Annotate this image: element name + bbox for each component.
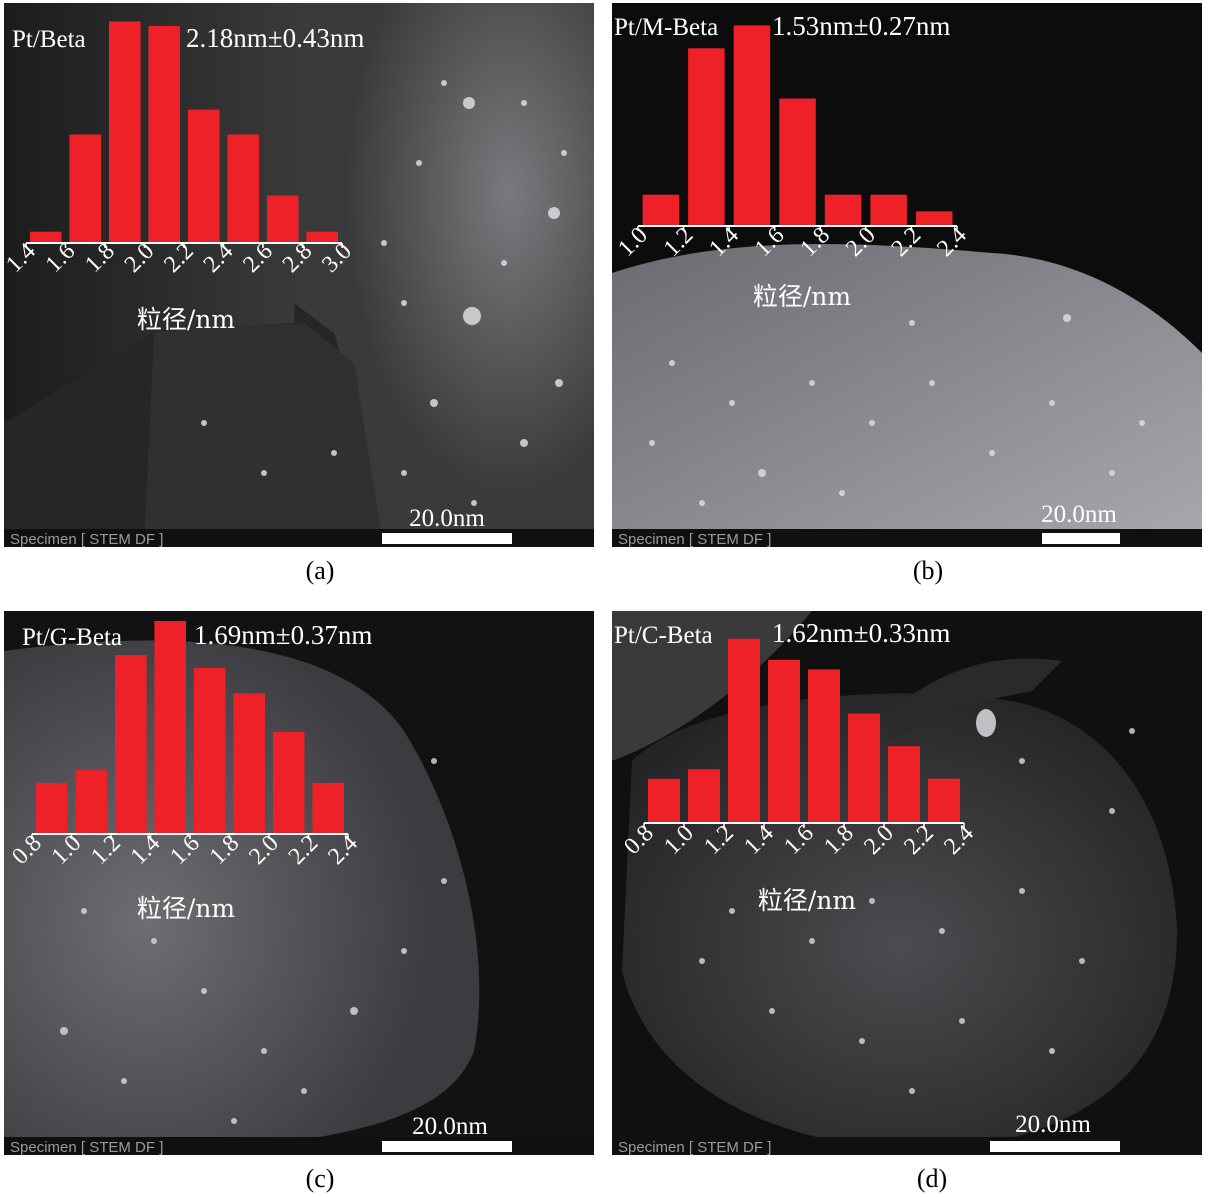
histogram-bar [808, 669, 840, 823]
histogram-bar [928, 778, 960, 823]
x-axis-label: 粒径/nm [137, 894, 236, 923]
histogram-bar [233, 693, 265, 834]
series-name: Pt/C-Beta [614, 622, 713, 649]
stem-image-d: Specimen [ STEM DF ] 20.0nm 0.8 1.0 1.2 1.4… [612, 611, 1202, 1155]
footer-label: Specimen [ STEM DF ] [10, 1139, 163, 1155]
scale-bar-label: 20.0nm [409, 505, 485, 532]
size-stat-label: 2.18nm±0.43nm [186, 23, 364, 53]
histogram-bar [109, 21, 141, 243]
panel-a: Specimen [ STEM DF ] 20.0nm 1.4 1.6 1.8 2.0… [4, 3, 594, 547]
scale-bar [382, 1141, 512, 1152]
histogram-bar [312, 782, 344, 834]
caption-b: (b) [912, 556, 944, 585]
scale-bar-label: 20.0nm [1015, 1111, 1091, 1138]
histogram-bar [193, 667, 226, 834]
size-stat-label: 1.53nm±0.27nm [772, 11, 950, 41]
histogram-bar [154, 621, 186, 834]
caption-c: (c) [305, 1164, 335, 1193]
histogram-bar [648, 778, 680, 823]
histogram-bar [115, 655, 147, 834]
scale-bar-label: 20.0nm [1041, 501, 1117, 528]
histogram-bar [29, 231, 62, 243]
histogram-bar [35, 782, 68, 834]
histogram-bar [642, 194, 680, 226]
stem-image-a: Specimen [ STEM DF ] 20.0nm 1.4 1.6 1.8 2.0… [4, 3, 594, 547]
caption-a: (a) [305, 556, 335, 585]
footer-label: Specimen [ STEM DF ] [10, 531, 163, 547]
stem-image-c: Specimen [ STEM DF ] 20.0nm 0.8 1.0 1.2 1.4… [4, 611, 594, 1155]
histogram-bar [768, 659, 800, 823]
histogram-bar [187, 109, 220, 243]
histogram-bar [688, 48, 725, 226]
histogram-bar [728, 638, 760, 823]
panel-b: Specimen [ STEM DF ] 20.0nm 1.0 1.2 1.4 1.6… [612, 3, 1202, 547]
histogram-bar [227, 134, 259, 243]
histogram-bar [733, 25, 771, 227]
stem-image-b: Specimen [ STEM DF ] 20.0nm 1.0 1.2 1.4 1.6… [612, 3, 1202, 547]
x-axis-label: 粒径/nm [753, 282, 852, 311]
histogram-bar [688, 769, 720, 823]
histogram-bar [148, 26, 180, 243]
histogram-bar [824, 194, 862, 226]
scale-bar [990, 1141, 1120, 1152]
histogram-bar [870, 194, 907, 226]
histogram-bar [916, 211, 953, 226]
scale-bar [1042, 533, 1120, 544]
footer-label: Specimen [ STEM DF ] [618, 531, 771, 547]
histogram-bar [75, 770, 108, 834]
series-name: Pt/Beta [12, 26, 86, 53]
histogram-bar [848, 713, 880, 823]
scale-bar-label: 20.0nm [412, 1113, 488, 1140]
histogram-bar [306, 231, 338, 243]
series-name: Pt/M-Beta [614, 14, 718, 41]
scale-bar [382, 533, 512, 544]
footer-label: Specimen [ STEM DF ] [618, 1139, 771, 1155]
histogram-bar [266, 195, 299, 243]
histogram-bar [888, 746, 920, 823]
x-axis-label: 粒径/nm [758, 886, 857, 915]
histogram-bar [69, 134, 102, 243]
panel-d: Specimen [ STEM DF ] 20.0nm 0.8 1.0 1.2 1.4… [612, 611, 1202, 1155]
histogram-c: 0.8 1.0 1.2 1.4 1.6 1.8 2.0 2.2 2.4Pt/G-Beta 1.69… [7, 620, 372, 923]
x-axis-label: 粒径/nm [137, 305, 236, 334]
size-stat-label: 1.69nm±0.37nm [194, 620, 372, 650]
histogram-bar [272, 731, 305, 834]
caption-d: (d) [916, 1164, 948, 1193]
histogram-bar [779, 98, 816, 226]
panel-c: Specimen [ STEM DF ] 20.0nm 0.8 1.0 1.2 1.4… [4, 611, 594, 1155]
series-name: Pt/G-Beta [22, 624, 122, 651]
size-stat-label: 1.62nm±0.33nm [772, 618, 950, 648]
